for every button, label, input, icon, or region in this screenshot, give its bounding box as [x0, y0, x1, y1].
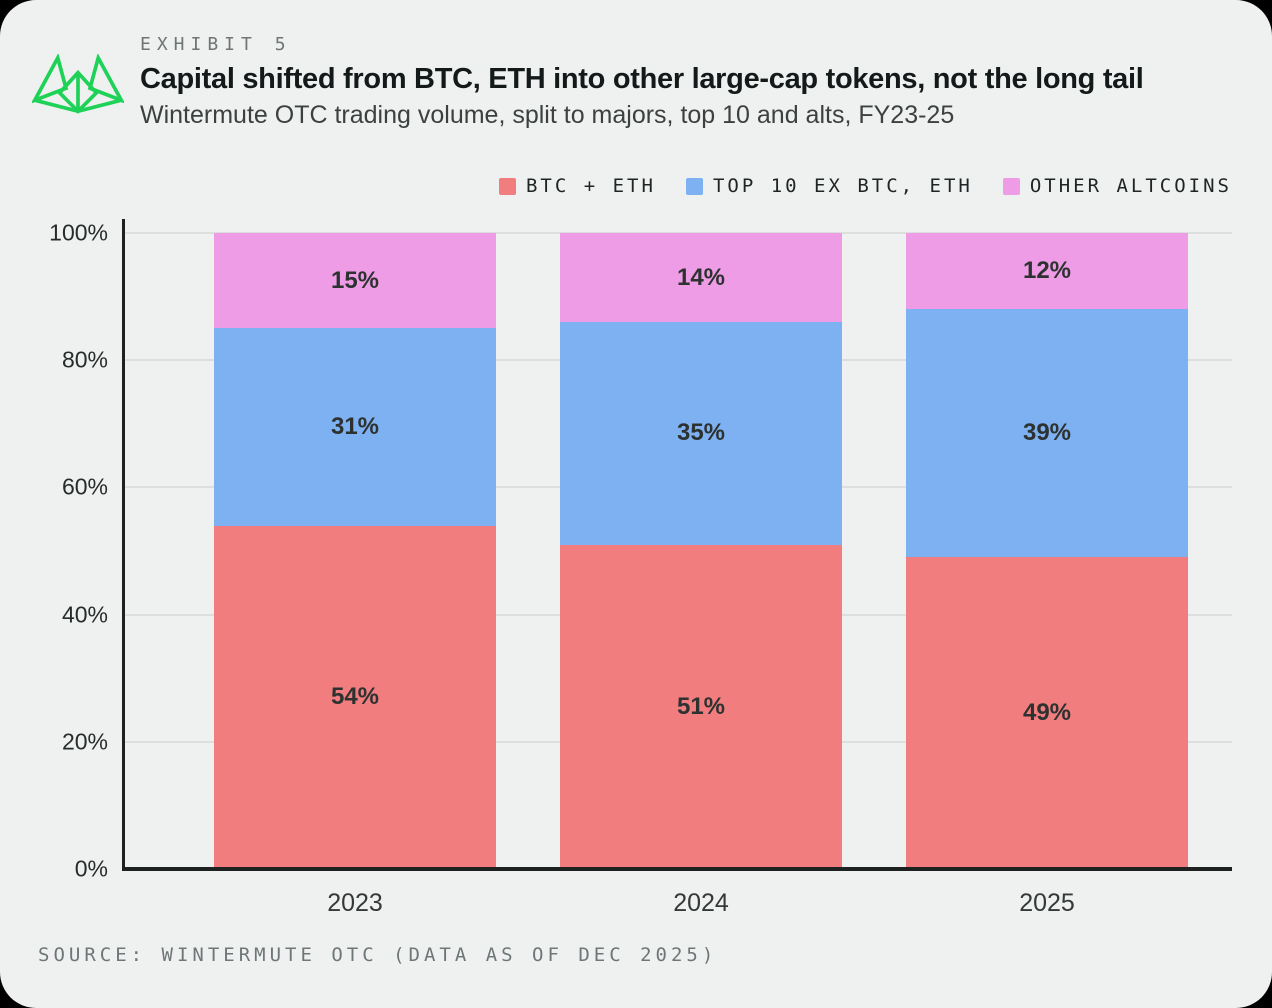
- bar-segment-value: 39%: [1022, 419, 1072, 447]
- stacked-bar-2024: 14% 35% 51%: [560, 233, 842, 869]
- bar-segment: 15%: [214, 233, 496, 329]
- wintermute-logo: [32, 54, 124, 114]
- bar-segment: 14%: [560, 233, 842, 323]
- stacked-bar-2023: 15% 31% 54%: [214, 233, 496, 869]
- y-axis-tick-label: 80%: [61, 346, 108, 373]
- bar-segment: 54%: [214, 525, 496, 869]
- legend-swatch-icon: [685, 177, 703, 195]
- legend-label: TOP 10 EX BTC, ETH: [712, 175, 973, 197]
- legend-swatch-icon: [1002, 177, 1020, 195]
- x-axis-tick-label: 2025: [1019, 889, 1075, 917]
- bar-segment: 12%: [906, 233, 1188, 310]
- legend-swatch-icon: [498, 177, 516, 195]
- source-note: SOURCE: WINTERMUTE OTC (DATA AS OF DEC 2…: [38, 944, 718, 966]
- x-axis-line: [123, 867, 1232, 871]
- y-axis-tick-label: 60%: [61, 473, 108, 500]
- bar-segment-value: 15%: [330, 266, 380, 294]
- bar-segment: 51%: [560, 544, 842, 869]
- bar-segment-value: 31%: [330, 412, 380, 440]
- legend-item: TOP 10 EX BTC, ETH: [685, 175, 973, 197]
- bar-segment-value: 35%: [676, 419, 726, 447]
- bar-segment-value: 14%: [676, 263, 726, 291]
- x-axis-tick-label: 2024: [673, 889, 729, 917]
- bar-segment-value: 51%: [676, 692, 726, 720]
- chart-legend: BTC + ETH TOP 10 EX BTC, ETH OTHER ALTCOIN…: [498, 175, 1232, 197]
- bar-segment-value: 54%: [330, 683, 380, 711]
- bar-segment-value: 12%: [1022, 257, 1072, 285]
- page-subtitle: Wintermute OTC trading volume, split to …: [140, 101, 955, 129]
- exhibit-label: EXHIBIT 5: [140, 34, 292, 55]
- bar-segment: 35%: [560, 322, 842, 545]
- legend-label: OTHER ALTCOINS: [1029, 175, 1232, 197]
- bar-segment: 39%: [906, 309, 1188, 558]
- y-axis-tick-label: 0%: [74, 855, 108, 882]
- page-title: Capital shifted from BTC, ETH into other…: [140, 63, 1144, 95]
- y-axis-tick-label: 20%: [61, 728, 108, 755]
- bar-segment: 31%: [214, 328, 496, 526]
- header: EXHIBIT 5 Capital shifted from BTC, ETH …: [140, 34, 1144, 130]
- legend-label: BTC + ETH: [525, 175, 656, 197]
- x-axis-labels: 2023 2024 2025: [0, 889, 1272, 919]
- y-axis-line: [122, 219, 125, 871]
- legend-item: OTHER ALTCOINS: [1002, 175, 1232, 197]
- bar-segment: 49%: [906, 557, 1188, 869]
- x-axis-tick-label: 2023: [327, 889, 383, 917]
- plot-area: 15% 31% 54% 14% 35% 51% 12% 39% 49%: [123, 232, 1232, 869]
- stacked-bar-2025: 12% 39% 49%: [906, 233, 1188, 869]
- y-axis-tick-label: 100%: [49, 219, 108, 246]
- legend-item: BTC + ETH: [498, 175, 656, 197]
- y-axis-labels: 0% 20% 40% 60% 80% 100%: [0, 0, 108, 1008]
- y-axis-tick-label: 40%: [61, 601, 108, 628]
- bar-segment-value: 49%: [1022, 699, 1072, 727]
